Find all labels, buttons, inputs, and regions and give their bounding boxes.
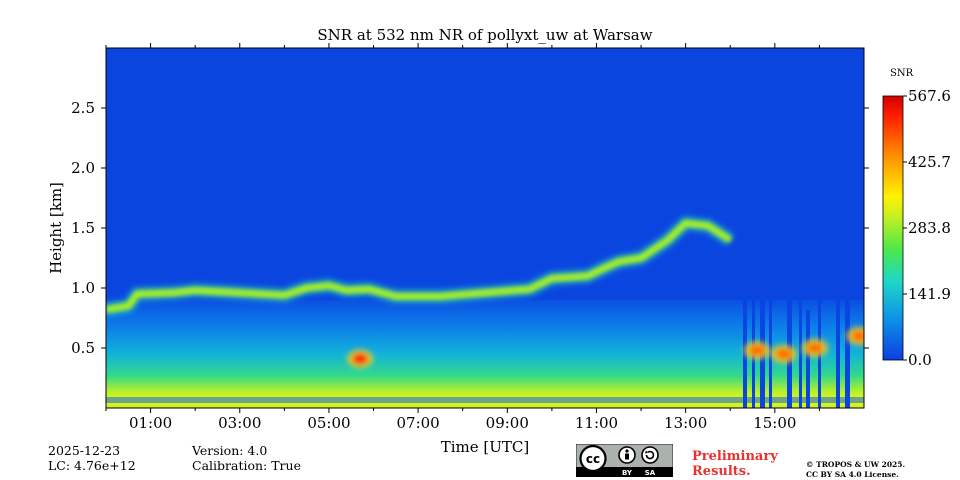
near-ground-band bbox=[106, 397, 864, 403]
hotspot-4 bbox=[801, 339, 828, 357]
hotspot-1 bbox=[347, 349, 374, 368]
y-tick-label: 2.0 bbox=[71, 159, 95, 177]
colorbar-title: SNR bbox=[890, 68, 914, 79]
footer-version: Version: 4.0 bbox=[192, 443, 268, 458]
hotspot-5 bbox=[846, 327, 864, 345]
cc-icon bbox=[579, 444, 607, 473]
hotspot-2 bbox=[743, 341, 770, 360]
hotspots bbox=[347, 327, 864, 368]
colorbar-ticks bbox=[903, 95, 907, 361]
colorbar-tick-label: 141.9 bbox=[908, 285, 951, 303]
y-tick-label: 1.5 bbox=[71, 219, 95, 237]
chart-title: SNR at 532 nm NR of pollyxt_uw at Warsaw bbox=[317, 26, 653, 44]
colorbar-tick-label: 425.7 bbox=[908, 153, 951, 171]
y-tick-label: 1.0 bbox=[71, 279, 95, 297]
sa-label: SA bbox=[645, 469, 656, 477]
preliminary-results-note: Preliminary Results. bbox=[692, 449, 778, 479]
x-tick-label: 01:00 bbox=[128, 414, 173, 432]
y-tick-label: 0.5 bbox=[71, 339, 95, 357]
copyright-line-1: © TROPOS & UW 2025. bbox=[806, 460, 906, 469]
layer-top-core bbox=[106, 221, 731, 311]
colorbar bbox=[882, 95, 904, 361]
x-tick-label: 15:00 bbox=[753, 414, 797, 432]
x-tick-label: 13:00 bbox=[664, 414, 708, 432]
footer-date: 2025-12-23 bbox=[48, 443, 121, 458]
cc-license-badge: cc BY SA bbox=[576, 444, 673, 477]
x-tick-label: 11:00 bbox=[574, 414, 619, 432]
colorbar-tick-label: 0.0 bbox=[908, 351, 932, 369]
x-tick-label: 05:00 bbox=[307, 414, 351, 432]
by-label: BY bbox=[622, 469, 633, 477]
colorbar-tick-label: 283.8 bbox=[908, 219, 951, 237]
preliminary-line-1: Preliminary bbox=[692, 449, 778, 464]
boundary-layer-fill bbox=[106, 300, 864, 408]
footer-version-block: Version: 4.0 Calibration: True bbox=[192, 443, 301, 473]
copyright-note: © TROPOS & UW 2025. CC BY SA 4.0 License… bbox=[806, 460, 905, 480]
x-axis-label: Time [UTC] bbox=[440, 438, 530, 456]
x-tick-label: 03:00 bbox=[218, 414, 262, 432]
footer-calibration: Calibration: True bbox=[192, 458, 301, 473]
x-tick-label: 09:00 bbox=[485, 414, 529, 432]
y-tick-label: 2.5 bbox=[71, 99, 95, 117]
colorbar-tick-label: 567.6 bbox=[908, 87, 951, 105]
cc-icon-text: cc bbox=[586, 452, 600, 466]
x-tick-label: 07:00 bbox=[396, 414, 440, 432]
y-axis-label: Height [km] bbox=[47, 182, 65, 274]
sa-share-icon bbox=[641, 446, 659, 464]
copyright-line-2: CC BY SA 4.0 License. bbox=[806, 470, 899, 479]
x-axis-ticks bbox=[105, 43, 820, 413]
y-axis-ticks bbox=[101, 107, 869, 349]
footer-date-block: 2025-12-23 LC: 4.76e+12 bbox=[48, 443, 136, 473]
preliminary-line-2: Results. bbox=[692, 464, 751, 479]
hotspot-3 bbox=[770, 345, 797, 363]
footer-lc: LC: 4.76e+12 bbox=[48, 458, 136, 473]
